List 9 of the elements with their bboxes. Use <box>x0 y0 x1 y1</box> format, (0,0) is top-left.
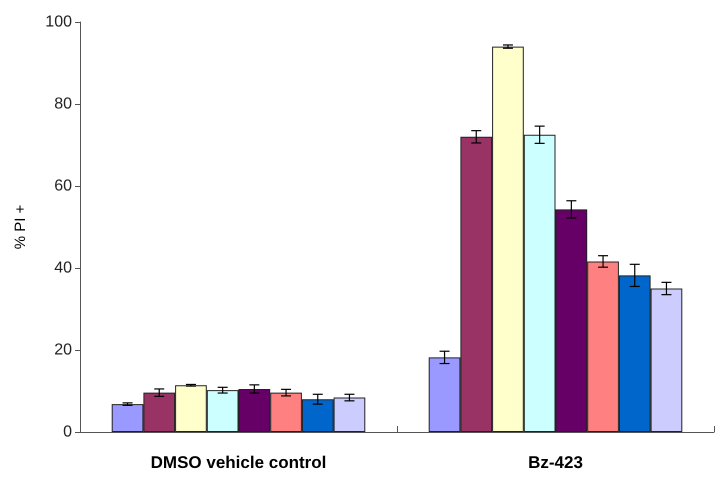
y-tick-label: 40 <box>54 260 72 276</box>
y-tick-label: 20 <box>54 342 72 358</box>
y-tick-label: 0 <box>63 424 72 440</box>
x-tick-label: DMSO vehicle control <box>150 453 326 472</box>
x-tick-label: Bz-423 <box>528 453 583 472</box>
y-tick-label: 100 <box>45 14 72 30</box>
y-tick-label: 60 <box>54 178 72 194</box>
y-axis-title: % PI + <box>12 204 29 250</box>
y-tick-label: 80 <box>54 96 72 112</box>
